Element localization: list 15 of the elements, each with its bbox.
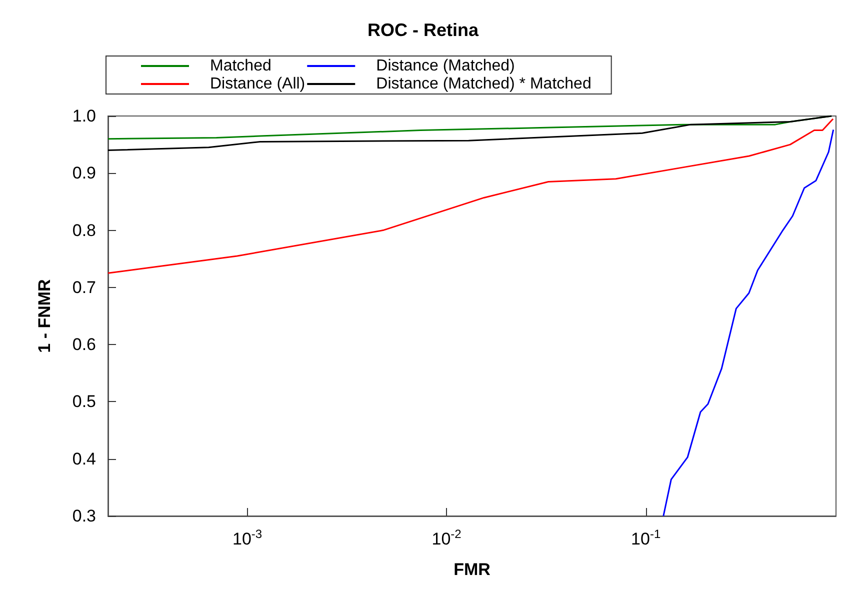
legend-label: Distance (Matched) bbox=[376, 58, 515, 74]
y-axis-title: 1 - FNMR bbox=[35, 279, 54, 353]
y-tick-label: 1.0 bbox=[72, 106, 96, 126]
chart-title: ROC - Retina bbox=[367, 20, 480, 40]
y-tick-label: 0.4 bbox=[72, 449, 96, 468]
legend-label: Distance (All) bbox=[210, 76, 306, 92]
x-axis-title: FMR bbox=[454, 560, 490, 579]
legend-label: Distance (Matched) * Matched bbox=[376, 76, 592, 92]
y-tick-label: 0.7 bbox=[72, 278, 96, 297]
legend-label: Matched bbox=[210, 58, 272, 74]
y-tick-label: 0.6 bbox=[72, 335, 96, 354]
y-tick-label: 0.9 bbox=[72, 164, 96, 183]
y-tick-label: 0.8 bbox=[72, 220, 96, 240]
y-tick-label: 0.3 bbox=[72, 506, 96, 526]
y-tick-label: 0.5 bbox=[72, 392, 96, 412]
